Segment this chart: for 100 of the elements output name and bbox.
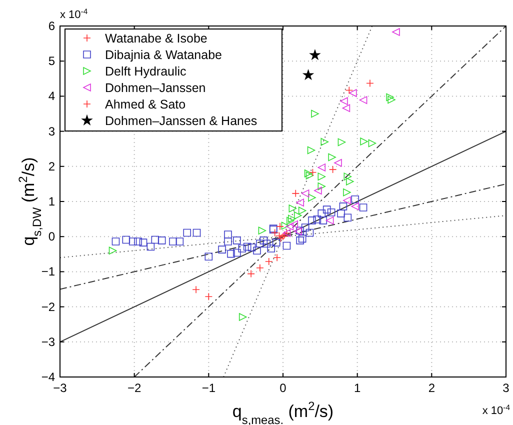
legend-label: Ahmed & Sato — [105, 98, 186, 112]
legend-label: Dohmen–Janssen & Hanes — [105, 114, 258, 128]
y-tick-label: 3 — [48, 124, 56, 138]
point — [233, 248, 241, 257]
y-tick-label: −2 — [41, 300, 56, 314]
point — [273, 254, 281, 262]
x-tick-label: 3 — [502, 381, 510, 395]
point — [112, 238, 120, 246]
point — [359, 204, 368, 212]
point — [248, 244, 256, 252]
point — [306, 172, 314, 180]
point — [192, 286, 200, 294]
point — [301, 190, 310, 198]
point — [338, 138, 346, 146]
point — [288, 214, 296, 223]
point — [128, 238, 137, 246]
point — [238, 313, 247, 321]
point — [340, 97, 348, 106]
point — [151, 236, 160, 244]
point — [276, 222, 284, 230]
point — [308, 168, 317, 176]
legend-label: Delft Hydraulic — [105, 64, 186, 78]
point — [264, 258, 273, 266]
point — [351, 202, 360, 210]
point — [318, 210, 326, 218]
text: x 10$^{-4}$ — [60, 6, 88, 21]
point — [258, 226, 266, 235]
point — [296, 226, 304, 235]
point — [183, 228, 192, 237]
y-tick-label: −1 — [41, 264, 56, 279]
point — [139, 238, 148, 246]
point — [296, 236, 304, 244]
point — [272, 238, 280, 246]
point — [247, 270, 255, 278]
point — [360, 138, 368, 146]
point — [314, 186, 322, 195]
point — [344, 214, 352, 222]
point — [218, 246, 226, 254]
point — [334, 158, 342, 167]
point — [343, 196, 351, 204]
point — [296, 198, 304, 206]
point — [392, 28, 400, 36]
point — [308, 194, 316, 202]
point — [339, 202, 348, 210]
point — [281, 222, 290, 230]
point — [224, 230, 232, 238]
point — [344, 172, 352, 180]
point — [359, 96, 368, 104]
point — [301, 224, 310, 232]
point — [256, 264, 264, 272]
point — [224, 238, 232, 246]
point — [337, 210, 345, 218]
y-tick-label: 6 — [48, 19, 56, 33]
point — [348, 89, 357, 97]
x-tick-label: 1 — [354, 381, 361, 395]
point — [310, 50, 320, 60]
point — [279, 232, 287, 240]
point — [169, 238, 177, 246]
point — [282, 242, 291, 250]
point — [122, 236, 130, 244]
point — [262, 240, 271, 248]
y-tick-label: 0 — [48, 230, 56, 244]
point — [366, 79, 374, 88]
point — [342, 104, 350, 112]
point — [146, 242, 155, 251]
point — [286, 222, 294, 230]
point — [288, 204, 297, 212]
point — [238, 244, 246, 252]
y-tick-label: 5 — [48, 54, 56, 68]
legend-label: Dohmen–Janssen — [105, 81, 206, 95]
point — [304, 170, 312, 178]
y-tick-label: 2 — [48, 159, 56, 174]
point — [326, 216, 334, 224]
point — [204, 292, 213, 301]
point — [307, 146, 316, 154]
point — [319, 216, 328, 224]
point — [318, 182, 326, 190]
point — [294, 212, 302, 220]
point — [176, 238, 184, 246]
x-tick-label: −2 — [127, 381, 142, 395]
y-tick-label: 4 — [48, 89, 56, 104]
point — [294, 227, 302, 236]
point — [328, 166, 337, 174]
y-tick-label: −3 — [41, 334, 56, 349]
point — [318, 172, 326, 180]
x-tick-label: −1 — [202, 381, 216, 395]
point — [292, 190, 300, 198]
point — [386, 93, 394, 102]
x-tick-label: 2 — [428, 381, 436, 395]
point — [308, 216, 316, 224]
point — [134, 238, 142, 246]
point — [318, 164, 326, 172]
point — [313, 216, 322, 224]
point — [351, 195, 360, 204]
y-tick-label: −4 — [41, 370, 56, 384]
point — [290, 220, 298, 228]
point — [368, 139, 376, 148]
point — [192, 228, 201, 237]
point — [320, 138, 329, 146]
point — [267, 244, 276, 252]
